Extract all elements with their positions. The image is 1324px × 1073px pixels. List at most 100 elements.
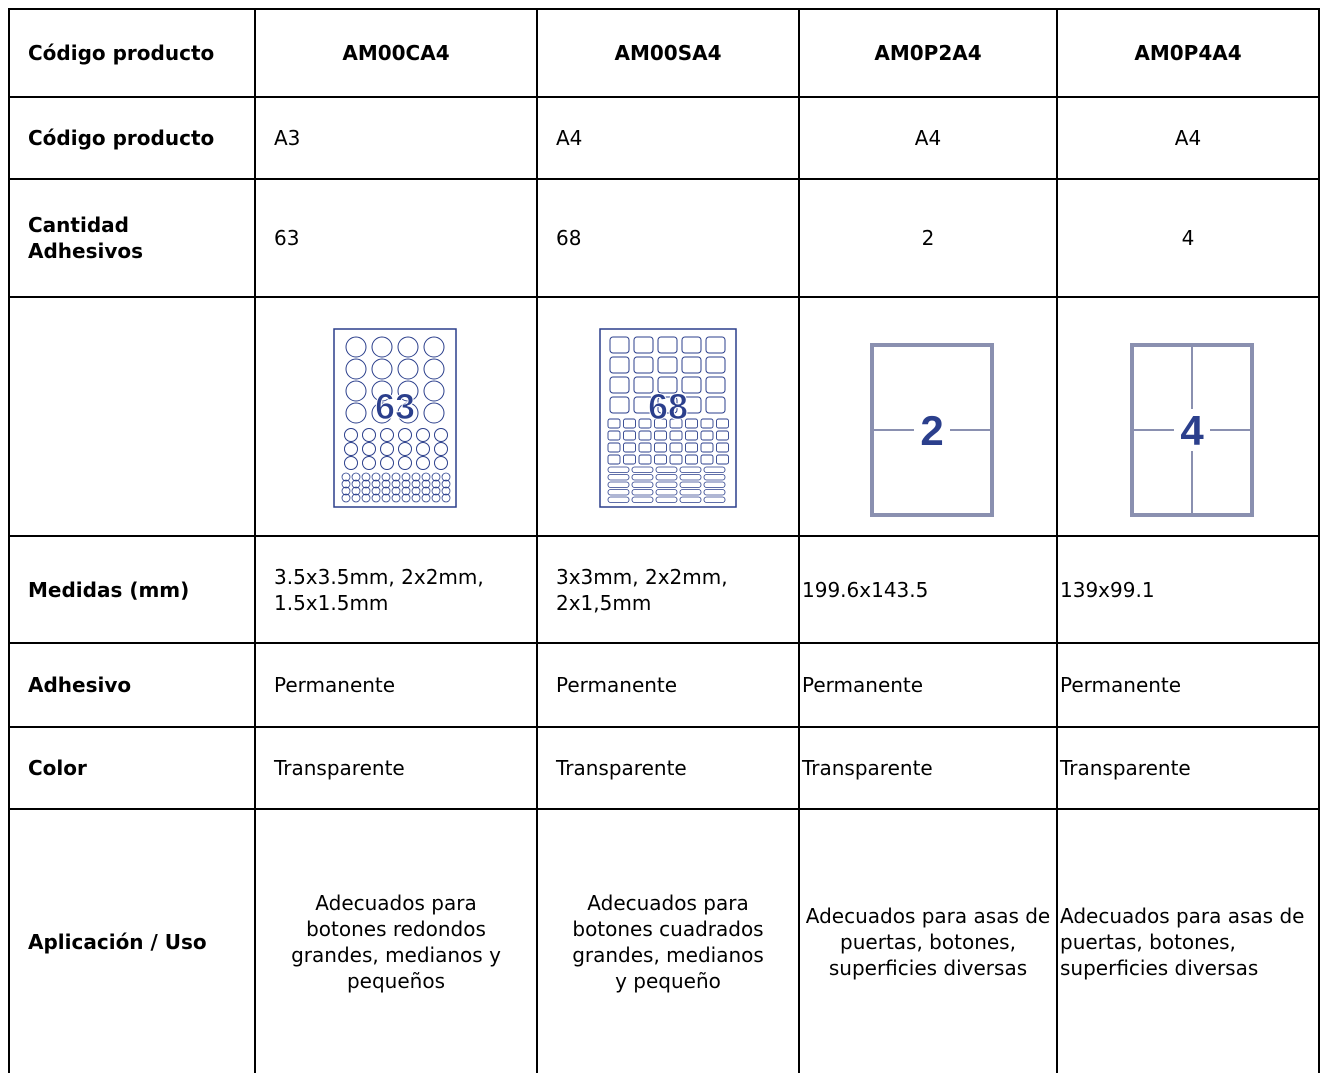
label-shape: [371, 358, 393, 379]
label-shape: [431, 479, 441, 488]
label-shape: [654, 418, 667, 428]
cell-text: AM0P4A4: [1134, 41, 1242, 65]
table-cell: 199.6x143.5: [800, 537, 1058, 644]
cell-text: AM0P2A4: [874, 41, 982, 65]
table-cell: Transparente: [800, 728, 1058, 810]
label-shape: [669, 442, 683, 452]
label-shape: [631, 496, 654, 503]
label-shape: [380, 427, 394, 442]
label-shape: [681, 396, 702, 413]
table-cell: A4: [1058, 98, 1320, 180]
label-shape: [344, 441, 358, 456]
label-shape: [362, 427, 376, 442]
table-cell: A4: [538, 98, 800, 180]
label-shape: [703, 481, 726, 488]
label-shape: [397, 402, 419, 423]
table-cell: Permanente: [800, 644, 1058, 728]
label-shape: [441, 486, 451, 495]
label-shape: [391, 486, 401, 495]
cell-text: Transparente: [556, 756, 687, 780]
number-backdrop: [914, 408, 950, 451]
label-shape: [700, 454, 714, 464]
cell-text: Cantidad Adhesivos: [28, 213, 144, 263]
sheet-count: 63: [375, 386, 415, 427]
table-cell: 139x99.1: [1058, 537, 1320, 644]
label-shape: [655, 466, 678, 473]
label-shape: [411, 472, 421, 481]
label-shape: [631, 466, 654, 473]
table-cell: Color: [8, 728, 256, 810]
label-shape: [655, 488, 678, 495]
label-shape: [441, 479, 451, 488]
cell-text: 139x99.1: [1060, 577, 1155, 602]
label-shape: [345, 402, 367, 423]
label-shape: [679, 488, 702, 495]
cell-text: Transparente: [274, 756, 405, 780]
label-shape: [654, 442, 667, 452]
cell-text: 3x3mm, 2x2mm, 2x1,5mm: [556, 564, 728, 615]
label-shape: [423, 358, 445, 379]
label-shape: [700, 430, 714, 440]
label-shape: [633, 336, 654, 353]
cell-text: Código producto: [28, 41, 215, 65]
label-shape: [371, 380, 393, 401]
label-shape: [654, 454, 667, 464]
label-shape: [638, 430, 652, 440]
table-cell: Cantidad Adhesivos: [8, 180, 256, 298]
label-shape: [716, 430, 729, 440]
cell-text: Permanente: [1060, 673, 1182, 697]
table-cell: 2: [800, 180, 1058, 298]
label-shape: [391, 479, 401, 488]
label-shape: [657, 376, 678, 393]
sheet-count: 4: [1180, 407, 1204, 454]
label-shape: [351, 479, 361, 488]
table-cell: Transparente: [256, 728, 538, 810]
table-cell: 63: [256, 180, 538, 298]
table-cell: 3.5x3.5mm, 2x2mm, 1.5x1.5mm: [256, 537, 538, 644]
cell-text: Color: [28, 756, 87, 780]
label-shape: [685, 442, 698, 452]
cell-text: AM00SA4: [614, 41, 722, 65]
label-shape: [371, 479, 381, 488]
table-cell: AM0P2A4: [800, 8, 1058, 98]
table-cell: Adecuados para asas de puertas, botones,…: [1058, 810, 1320, 1073]
label-shape: [398, 455, 412, 470]
label-shape: [679, 481, 702, 488]
table-cell: 68: [538, 298, 800, 537]
label-shape: [638, 454, 652, 464]
label-shape: [700, 442, 714, 452]
label-shape: [638, 442, 652, 452]
label-shape: [344, 455, 358, 470]
label-shape: [345, 358, 367, 379]
label-shape: [351, 472, 361, 481]
label-shape: [434, 441, 448, 456]
table-cell: Permanente: [256, 644, 538, 728]
table-cell: A4: [800, 98, 1058, 180]
table-cell: 3x3mm, 2x2mm, 2x1,5mm: [538, 537, 800, 644]
label-shape: [716, 442, 729, 452]
table-cell: Permanente: [1058, 644, 1320, 728]
label-shape: [344, 427, 358, 442]
label-shape: [655, 496, 678, 503]
label-shape: [431, 472, 441, 481]
table-cell: Permanente: [538, 644, 800, 728]
label-shape: [669, 454, 683, 464]
cell-text: 68: [556, 226, 582, 250]
label-shape: [669, 430, 683, 440]
label-shape: [381, 479, 391, 488]
label-shape: [371, 336, 393, 357]
label-shape: [345, 336, 367, 357]
cell-text: Adecuados para botones cuadrados grandes…: [572, 890, 764, 993]
label-shape: [361, 479, 371, 488]
table-cell: 4: [1058, 298, 1320, 537]
label-shape: [401, 472, 411, 481]
cell-text: Adecuados para asas de puertas, botones,…: [1060, 903, 1305, 980]
label-shape: [609, 356, 630, 373]
number-backdrop: [1174, 408, 1210, 451]
label-shape: [341, 486, 351, 495]
label-shape: [623, 442, 636, 452]
label-shape: [681, 356, 702, 373]
label-shape: [669, 418, 683, 428]
label-shape: [341, 479, 351, 488]
label-shape: [623, 430, 636, 440]
